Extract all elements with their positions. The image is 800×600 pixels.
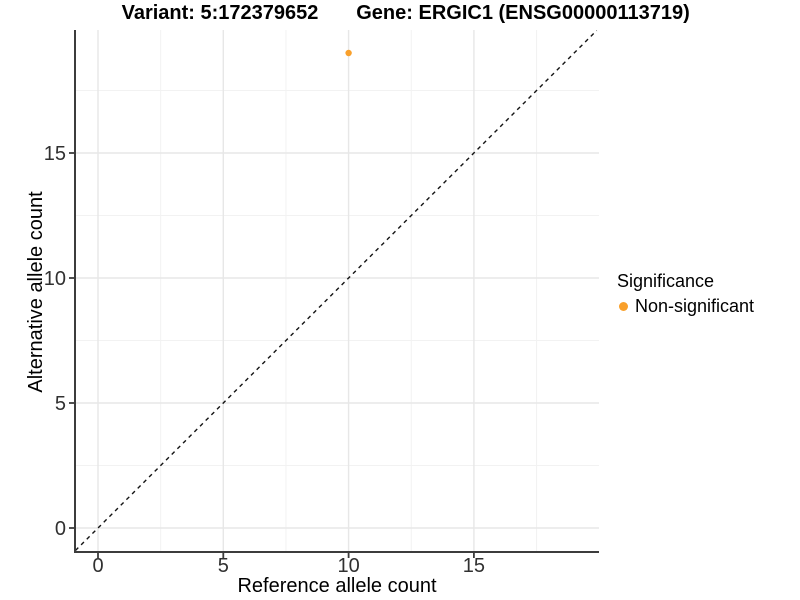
x-tick-label: 0 [92, 555, 103, 577]
y-tick-label: 10 [44, 268, 66, 290]
plot-title-gene: Gene: ERGIC1 (ENSG00000113719) [356, 2, 690, 24]
legend-swatch-icon [619, 301, 628, 311]
y-axis-title: Alternative allele count [25, 191, 47, 393]
x-axis-title: Reference allele count [237, 575, 436, 597]
legend-title: Significance [617, 271, 715, 291]
axis-ticks [69, 152, 475, 558]
x-tick-label: 5 [218, 555, 229, 577]
data-points [345, 49, 352, 57]
y-tick-label: 5 [55, 393, 66, 415]
y-tick-label: 0 [55, 518, 66, 540]
axis-tick-labels: 0 5 10 15 0 5 10 15 [44, 143, 485, 577]
x-tick-label: 15 [463, 555, 485, 577]
gridlines-minor [75, 30, 599, 552]
legend: Significance Non-significant [617, 271, 754, 315]
legend-item-label: Non-significant [635, 296, 755, 316]
legend-item-non-significant: Non-significant [619, 297, 754, 315]
x-tick-label: 10 [337, 555, 359, 577]
gridlines-major [75, 30, 599, 552]
plot-title-variant: Variant: 5:172379652 [121, 2, 319, 24]
axis-lines [74, 30, 599, 553]
data-point [345, 49, 352, 57]
identity-reference-line [74, 30, 598, 551]
y-tick-label: 15 [44, 143, 66, 165]
